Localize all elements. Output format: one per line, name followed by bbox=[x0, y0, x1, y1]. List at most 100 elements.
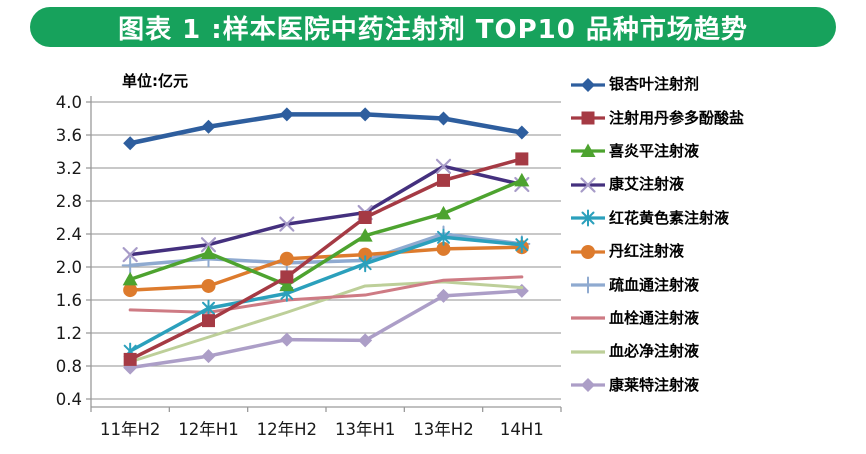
data-point-marker bbox=[122, 247, 138, 263]
data-point-marker bbox=[123, 283, 138, 298]
data-point-marker bbox=[436, 205, 451, 220]
data-point-marker bbox=[358, 247, 373, 262]
legend-label: 康莱特注射液 bbox=[609, 375, 700, 394]
data-point-marker bbox=[515, 152, 529, 166]
legend-item: 红花黄色素注射液 bbox=[570, 202, 744, 235]
chart-legend: 银杏叶注射剂注射用丹参多酚酸盐 喜炎平注射液康艾注射液红花黄色素注射液 丹红注射液疏… bbox=[570, 68, 744, 402]
legend-item: 注射用丹参多酚酸盐 bbox=[570, 101, 744, 134]
data-point-marker bbox=[514, 125, 529, 140]
legend-label: 血必净注射液 bbox=[609, 342, 700, 361]
line-chart-canvas: 4.0 3.6 3.2 2.8 2.4 2.0 1.6 1.2 0.8 0.4 11年H2 12年H1… bbox=[56, 93, 562, 439]
data-point-marker bbox=[514, 172, 530, 187]
data-point-marker bbox=[358, 107, 373, 122]
data-point-marker bbox=[580, 143, 596, 158]
legend-marker-icon bbox=[571, 244, 605, 259]
y-axis-tick-label: 1.2 bbox=[56, 324, 82, 343]
data-point-marker bbox=[201, 119, 216, 134]
series-银杏叶注射剂 bbox=[123, 107, 529, 151]
data-point-marker bbox=[279, 251, 294, 266]
data-point-marker bbox=[436, 288, 451, 303]
legend-label: 红花黄色素注射液 bbox=[609, 208, 730, 227]
legend-item: 康艾注射液 bbox=[570, 168, 744, 201]
figure-title: 图表 1 :样本医院中药注射剂 TOP10 品种市场趋势 bbox=[118, 14, 748, 45]
x-axis-tick-label: 11年H2 bbox=[100, 420, 160, 439]
series-血栓通注射液 bbox=[128, 275, 524, 314]
legend-marker-icon bbox=[571, 378, 605, 393]
data-point-marker bbox=[123, 352, 137, 366]
legend-label: 血栓通注射液 bbox=[609, 308, 700, 327]
legend-marker-icon bbox=[571, 276, 605, 294]
data-point-marker bbox=[279, 332, 294, 347]
data-point-marker bbox=[515, 238, 529, 252]
data-point-marker bbox=[201, 349, 216, 364]
y-axis-tick-label: 2.4 bbox=[56, 225, 82, 244]
data-point-marker bbox=[280, 270, 294, 284]
y-axis-tick-label: 3.6 bbox=[56, 126, 82, 145]
series-康莱特注射液 bbox=[123, 283, 529, 375]
legend-item: 疏血通注射液 bbox=[570, 268, 744, 301]
legend-label: 康艾注射液 bbox=[609, 175, 685, 194]
series-line bbox=[128, 275, 524, 314]
data-point-marker bbox=[202, 301, 215, 315]
y-axis-tick-label: 0.8 bbox=[56, 357, 82, 376]
data-point-marker bbox=[202, 314, 215, 328]
legend-item: 丹红注射液 bbox=[570, 235, 744, 268]
series-喜炎平注射液 bbox=[122, 172, 530, 292]
data-point-marker bbox=[437, 173, 450, 187]
x-axis-tick-label: 12年H2 bbox=[257, 420, 317, 439]
legend-item: 银杏叶注射剂 bbox=[570, 68, 744, 101]
series-line bbox=[128, 235, 524, 353]
y-axis-tick-label: 2.8 bbox=[56, 192, 82, 211]
data-point-marker bbox=[201, 278, 216, 293]
series-line bbox=[128, 178, 524, 287]
series-line bbox=[128, 289, 524, 370]
data-point-marker bbox=[357, 228, 373, 242]
x-axis-tick-label: 13年H2 bbox=[413, 420, 473, 439]
legend-marker-icon bbox=[571, 77, 605, 92]
legend-marker-icon bbox=[571, 177, 605, 193]
y-axis-tick-label: 2.0 bbox=[56, 258, 82, 277]
data-point-marker bbox=[581, 111, 595, 125]
data-point-marker bbox=[581, 77, 595, 92]
data-point-marker bbox=[123, 136, 138, 151]
data-point-marker bbox=[358, 211, 372, 224]
legend-item: 康莱特注射液 bbox=[570, 369, 744, 402]
legend-item: 血栓通注射液 bbox=[570, 302, 744, 335]
series-注射用丹参多酚酸盐 bbox=[123, 152, 529, 366]
legend-marker-icon bbox=[571, 143, 605, 158]
y-axis-tick-label: 3.2 bbox=[56, 159, 82, 178]
series-line bbox=[127, 112, 525, 146]
unit-label: 单位:亿元 bbox=[122, 72, 188, 90]
series-血必净注射液 bbox=[128, 280, 524, 364]
data-point-marker bbox=[436, 111, 451, 126]
data-point-marker bbox=[437, 230, 450, 244]
series-line bbox=[128, 245, 524, 292]
data-point-marker bbox=[435, 158, 452, 174]
y-axis-tick-label: 0.4 bbox=[56, 390, 82, 409]
data-point-marker bbox=[581, 378, 595, 393]
data-point-marker bbox=[201, 245, 216, 259]
data-point-marker bbox=[436, 241, 451, 256]
legend-item: 血必净注射液 bbox=[570, 335, 744, 368]
data-point-marker bbox=[279, 216, 295, 232]
data-point-marker bbox=[200, 237, 217, 253]
data-point-marker bbox=[122, 271, 138, 286]
legend-marker-icon bbox=[571, 111, 605, 125]
legend-marker-icon bbox=[571, 350, 605, 354]
legend-label: 丹红注射液 bbox=[609, 242, 685, 261]
series-line bbox=[128, 157, 524, 362]
legend-marker-icon bbox=[571, 209, 605, 227]
series-line bbox=[128, 280, 524, 364]
x-axis-tick-label: 13年H1 bbox=[335, 420, 395, 439]
data-point-marker bbox=[581, 211, 595, 225]
legend-label: 银杏叶注射剂 bbox=[609, 75, 700, 94]
data-point-marker bbox=[279, 277, 295, 292]
data-point-marker bbox=[581, 244, 595, 259]
data-point-marker bbox=[358, 257, 372, 271]
y-axis-tick-label: 4.0 bbox=[56, 93, 82, 112]
y-axis-tick-label: 1.6 bbox=[56, 291, 82, 310]
legend-item: 喜炎平注射液 bbox=[570, 135, 744, 168]
x-axis-tick-label: 14H1 bbox=[500, 420, 544, 439]
data-point-marker bbox=[279, 107, 294, 122]
